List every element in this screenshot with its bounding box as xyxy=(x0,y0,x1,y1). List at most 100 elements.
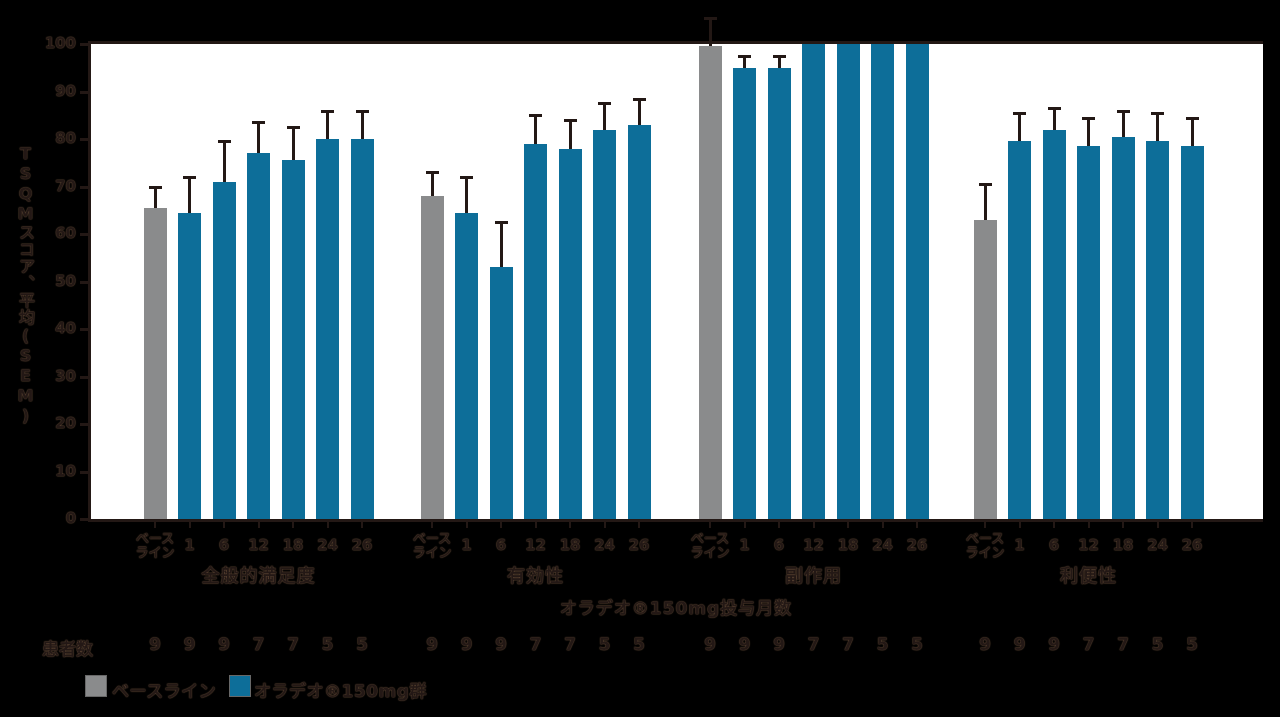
patient-count: 9 xyxy=(460,635,473,655)
x-tick xyxy=(326,522,329,528)
error-bar-line xyxy=(708,17,712,49)
patient-count: 7 xyxy=(287,635,299,655)
error-bar-line xyxy=(1190,117,1194,149)
x-tick xyxy=(638,522,640,528)
y-tick-label: 0 xyxy=(65,509,76,527)
error-bar-cap xyxy=(703,16,717,20)
x-tick xyxy=(1191,522,1193,528)
y-tick-label: 40 xyxy=(55,319,76,337)
baseline-bar xyxy=(420,196,444,519)
x-tick-label-month: 1 xyxy=(184,536,195,554)
error-bar-line xyxy=(222,141,226,184)
x-tick xyxy=(1122,522,1124,528)
legend-baseline-label: ベースライン xyxy=(112,682,217,702)
baseline-bar xyxy=(698,46,722,519)
y-tick-label: 90 xyxy=(55,81,76,100)
y-tick-label: 80 xyxy=(55,129,76,147)
error-bar-cap xyxy=(738,54,751,58)
error-bar-cap xyxy=(772,54,786,58)
error-bar-cap xyxy=(286,126,300,130)
error-bar-cap xyxy=(1013,111,1026,115)
y-tick-label: 100 xyxy=(44,34,76,52)
y-tick xyxy=(80,470,88,474)
patient-count: 5 xyxy=(876,635,889,655)
x-tick xyxy=(984,522,986,528)
y-tick-label: 10 xyxy=(55,461,76,480)
error-bar-line xyxy=(534,115,537,146)
error-bar-line xyxy=(499,222,503,270)
x-tick-label-month: 26 xyxy=(1181,536,1203,554)
treatment-bar xyxy=(281,160,305,519)
error-bar-cap xyxy=(460,176,473,179)
x-tick xyxy=(709,522,711,528)
x-tick-label-month: 26 xyxy=(628,536,650,554)
x-tick-label-month: 12 xyxy=(525,536,546,554)
x-tick-label-month: 1 xyxy=(739,536,750,554)
x-tick-label-baseline: ベース ライン xyxy=(965,532,1005,561)
patient-count: 7 xyxy=(1082,635,1095,655)
error-bar-line xyxy=(603,103,606,132)
error-bar-line xyxy=(1087,117,1090,149)
patient-count: 9 xyxy=(704,635,716,655)
x-tick xyxy=(257,522,260,528)
patient-count: 5 xyxy=(1186,635,1198,655)
y-axis-line xyxy=(88,41,91,522)
group-label: 全般的満足度 xyxy=(201,566,316,587)
error-bar-line xyxy=(430,172,434,198)
baseline-bar xyxy=(973,219,997,519)
x-tick xyxy=(154,522,156,528)
error-bar-cap xyxy=(598,102,611,106)
x-tick xyxy=(431,522,433,528)
error-bar-line xyxy=(637,98,641,127)
error-bar-line xyxy=(1121,110,1125,139)
x-tick xyxy=(223,522,225,528)
x-tick xyxy=(743,522,746,528)
x-tick xyxy=(500,522,502,528)
y-tick xyxy=(80,233,88,236)
x-tick xyxy=(1018,522,1021,528)
x-tick xyxy=(1156,522,1159,528)
x-tick-label-month: 18 xyxy=(837,536,859,554)
x-tick xyxy=(188,522,191,528)
y-tick xyxy=(80,185,88,189)
patient-count: 5 xyxy=(321,635,334,655)
x-tick-label-month: 12 xyxy=(248,536,269,554)
error-bar-cap xyxy=(425,171,439,175)
y-tick xyxy=(80,138,88,141)
treatment-bar xyxy=(1077,146,1100,519)
error-bar-cap xyxy=(1047,107,1061,111)
error-bar-cap xyxy=(252,121,265,125)
error-bar-line xyxy=(777,55,781,70)
patient-count: 7 xyxy=(529,635,542,655)
treatment-bar xyxy=(836,44,860,519)
patient-count: 9 xyxy=(1048,635,1060,655)
error-bar-line xyxy=(326,110,329,141)
treatment-bar xyxy=(1180,146,1204,519)
group-label: 有効性 xyxy=(507,566,564,587)
error-bar-cap xyxy=(183,176,196,179)
x-tick xyxy=(534,522,537,528)
treatment-bar xyxy=(593,129,616,519)
error-bar-line xyxy=(743,55,746,70)
legend-treatment-label: オラデオ®150mg群 xyxy=(254,682,427,702)
treatment-bar xyxy=(1111,136,1135,519)
y-tick-label: 30 xyxy=(55,366,76,385)
treatment-bar xyxy=(871,44,894,519)
error-bar-cap xyxy=(563,119,577,122)
error-bar-cap xyxy=(494,221,508,225)
y-axis-title: TSQMスコア、平均(SEM) xyxy=(16,144,35,426)
y-tick-label: 70 xyxy=(55,176,76,195)
x-tick-label-month: 18 xyxy=(1112,536,1134,554)
x-tick xyxy=(1087,522,1090,528)
error-bar-line xyxy=(465,177,468,215)
error-bar-line xyxy=(1018,112,1021,144)
patient-count: 5 xyxy=(598,635,611,655)
x-tick xyxy=(881,522,884,528)
x-tick xyxy=(1053,522,1055,528)
x-tick xyxy=(292,522,294,528)
error-bar-line xyxy=(153,186,157,210)
y-tick xyxy=(80,375,88,379)
error-bar-cap xyxy=(355,109,369,113)
treatment-bar xyxy=(767,67,791,519)
